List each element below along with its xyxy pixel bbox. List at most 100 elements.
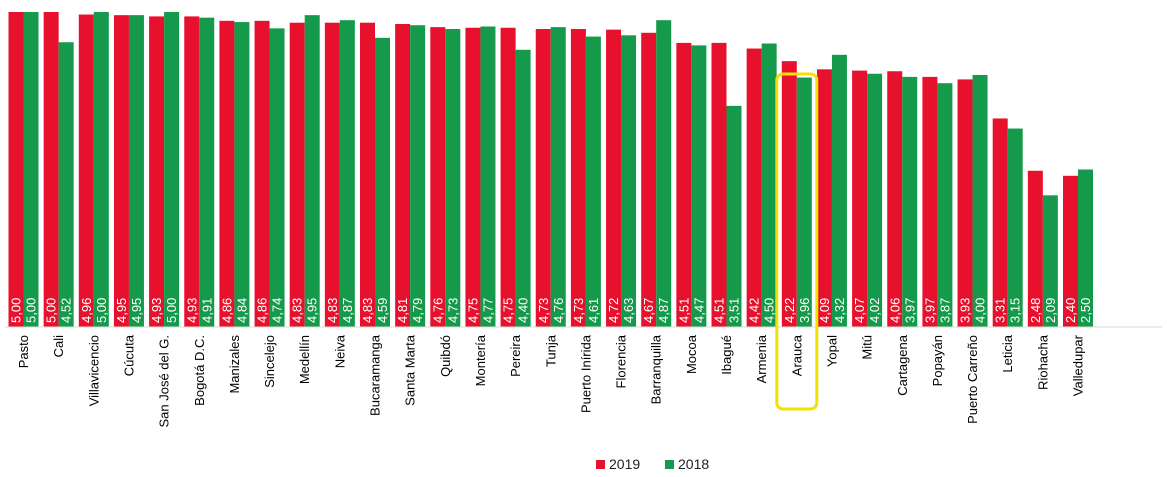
value-label-2019-cucuta: 4,95 xyxy=(114,298,129,323)
bar-2019-riohacha xyxy=(1027,170,1043,327)
category-label-leticia: Leticia xyxy=(1000,334,1015,372)
bar-2019-san-jose-del-g xyxy=(149,16,165,327)
value-label-2019-barranquilla: 4,67 xyxy=(641,298,656,323)
value-label-2018-yopal: 4,32 xyxy=(832,298,847,323)
value-label-2019-puerto-inirida: 4,73 xyxy=(571,298,586,323)
value-label-2018-mitu: 4,02 xyxy=(867,298,882,323)
value-label-2018-neiva: 4,87 xyxy=(340,298,355,323)
bar-2019-monteria xyxy=(465,27,481,327)
category-label-tunja: Tunja xyxy=(543,334,558,367)
value-label-2019-quibdo: 4,76 xyxy=(430,298,445,323)
value-label-2019-riohacha: 2,48 xyxy=(1028,298,1043,323)
bar-2018-villavicencio xyxy=(93,12,109,327)
value-label-2018-monteria: 4,77 xyxy=(480,298,495,323)
highlight-box-arauca xyxy=(775,72,819,411)
bar-2018-yopal xyxy=(831,54,847,328)
value-label-2018-mocoa: 4,47 xyxy=(691,298,706,323)
value-label-2019-manizales: 4,86 xyxy=(219,298,234,323)
category-labels-group: Pasto Cali Villavicencio Cúcuta San José del… xyxy=(16,334,1086,427)
value-label-2018-cartagena: 3,97 xyxy=(902,298,917,323)
value-label-2019-medellin: 4,83 xyxy=(290,298,305,323)
value-label-2018-pasto: 5,00 xyxy=(24,298,39,323)
bar-2018-mitu xyxy=(867,73,883,328)
value-label-2019-bogota-d-c: 4,93 xyxy=(184,298,199,323)
value-label-2019-florencia: 4,72 xyxy=(606,298,621,323)
bars-group xyxy=(5,12,1162,328)
bar-2018-mocoa xyxy=(691,45,707,327)
value-label-2018-villavicencio: 5,00 xyxy=(94,298,109,323)
bar-2018-pasto xyxy=(23,12,39,327)
value-label-2018-san-jose-del-g: 5,00 xyxy=(164,298,179,323)
value-label-2018-puerto-carreno: 4,00 xyxy=(973,298,988,323)
bar-2019-bucaramanga xyxy=(360,22,375,328)
category-label-yopal: Yopal xyxy=(824,335,839,367)
bar-2019-bogota-d-c xyxy=(184,16,200,327)
value-label-2018-valledupar: 2,50 xyxy=(1078,298,1093,323)
value-label-2019-pereira: 4,75 xyxy=(501,298,516,323)
value-label-2018-barranquilla: 4,87 xyxy=(656,298,671,323)
category-label-armenia: Armenia xyxy=(754,334,769,383)
value-label-2018-santa-marta: 4,79 xyxy=(410,298,425,323)
value-label-2019-puerto-carreno: 3,93 xyxy=(958,298,973,323)
bar-2019-arauca xyxy=(781,61,797,327)
value-label-2019-leticia: 3,31 xyxy=(993,298,1008,323)
bar-2018-cartagena xyxy=(902,76,918,327)
bar-2018-medellin xyxy=(304,15,320,328)
bar-2019-pasto xyxy=(8,12,24,327)
value-label-2018-cucuta: 4,95 xyxy=(129,298,144,323)
category-label-valledupar: Valledupar xyxy=(1071,334,1086,396)
bar-2018-cucuta xyxy=(128,15,144,328)
category-label-bogota-d-c: Bogotá D.C. xyxy=(192,335,207,406)
bar-2018-san-jose-del-g xyxy=(164,12,180,327)
category-label-sincelejo: Sincelejo xyxy=(262,335,277,388)
bar-2018-cali xyxy=(58,42,74,328)
value-label-2018-bucaramanga: 4,59 xyxy=(375,298,390,323)
bar-2018-tunja xyxy=(550,27,566,328)
value-label-2019-villavicencio: 4,96 xyxy=(79,298,94,323)
value-label-2018-pereira: 4,40 xyxy=(516,298,531,323)
bar-2018-sincelejo xyxy=(269,28,285,327)
bar-2019-cali xyxy=(43,12,59,327)
bar-2018-pereira xyxy=(515,49,531,328)
value-label-2018-tunja: 4,76 xyxy=(551,298,566,323)
bar-2019-barranquilla xyxy=(641,32,657,327)
bar-2019-florencia xyxy=(606,29,622,327)
value-label-2018-popayan: 3,87 xyxy=(937,298,952,323)
bar-2019-valledupar xyxy=(1063,175,1078,327)
value-label-2019-pasto: 5,00 xyxy=(9,298,24,323)
value-label-2019-tunja: 4,73 xyxy=(536,298,551,323)
bar-2018-valledupar xyxy=(1078,169,1093,327)
bar-2018-monteria xyxy=(480,26,496,328)
legend-label-2019: 2019 xyxy=(609,456,640,472)
bar-2019-tunja xyxy=(535,29,551,327)
value-label-2018-florencia: 4,63 xyxy=(621,298,636,323)
value-label-2019-armenia: 4,42 xyxy=(747,298,762,323)
bar-2018-neiva xyxy=(339,20,355,327)
legend-label-2018: 2018 xyxy=(678,456,709,472)
category-label-cali: Cali xyxy=(51,335,66,358)
legend-swatch-2019 xyxy=(596,460,605,469)
bar-2018-quibdo xyxy=(445,29,461,327)
value-label-2018-bogota-d-c: 4,91 xyxy=(199,298,214,323)
bar-2019-cartagena xyxy=(887,71,903,327)
value-label-2019-yopal: 4,09 xyxy=(817,298,832,323)
category-label-pereira: Pereira xyxy=(508,334,523,377)
category-label-puerto-carreno: Puerto Carreño xyxy=(965,335,980,424)
value-label-2019-neiva: 4,83 xyxy=(325,298,340,323)
bar-2019-puerto-carreno xyxy=(957,79,973,327)
category-label-neiva: Neiva xyxy=(332,334,347,368)
category-label-popayan: Popayán xyxy=(930,335,945,386)
bar-2019-ibague xyxy=(711,42,727,328)
bar-2018-popayan xyxy=(937,83,953,327)
bar-2018-santa-marta xyxy=(410,25,426,327)
bar-2019-quibdo xyxy=(430,27,446,328)
bar-2019-villavicencio xyxy=(78,14,94,328)
category-label-florencia: Florencia xyxy=(614,334,629,388)
category-label-manizales: Manizales xyxy=(227,335,242,394)
value-label-2019-mocoa: 4,51 xyxy=(676,298,691,323)
bar-2018-bucaramanga xyxy=(375,37,390,327)
bar-2018-puerto-carreno xyxy=(972,75,988,327)
value-labels-group: 5,00 5,00 5,00 4,52 4,96 5,00 4,95 4,95 4,93 5,00… xyxy=(9,298,1094,323)
category-label-santa-marta: Santa Marta xyxy=(403,334,418,406)
value-label-2018-sincelejo: 4,74 xyxy=(270,298,285,323)
